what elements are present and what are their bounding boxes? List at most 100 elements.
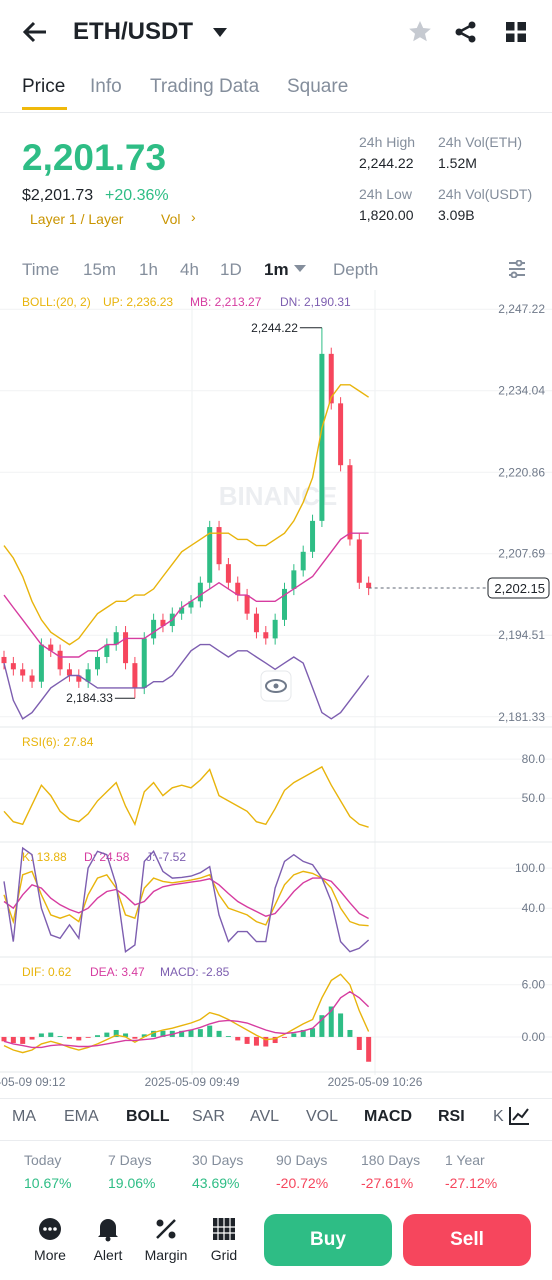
macd-bar — [76, 1036, 82, 1041]
period-label: 90 Days — [276, 1152, 328, 1168]
stat-label: 24h Vol(USDT) — [438, 186, 533, 202]
candle-body — [216, 527, 222, 565]
legend-label: UP: 2,236.23 — [103, 295, 173, 309]
dropdown-icon[interactable] — [294, 265, 306, 273]
favorite-icon[interactable] — [408, 20, 432, 44]
macd-bar — [207, 1025, 213, 1037]
d-line — [3, 877, 369, 920]
grid-icon[interactable] — [212, 1217, 236, 1241]
candle-body — [179, 607, 185, 614]
indicator[interactable]: EMA — [64, 1108, 99, 1125]
candle-body — [141, 638, 147, 688]
macd-bar — [38, 1033, 44, 1037]
interval[interactable]: 1h — [139, 260, 158, 279]
interval[interactable]: 1m — [264, 260, 289, 279]
macd-bar — [328, 1006, 334, 1037]
period-label: Today — [24, 1152, 62, 1168]
indicator[interactable]: BOLL — [126, 1108, 170, 1125]
interval[interactable]: Depth — [333, 260, 379, 279]
macd-bar — [85, 1036, 91, 1038]
back-icon[interactable] — [22, 20, 48, 44]
last-price-label: 2,202.15 — [494, 581, 545, 596]
more-icon[interactable] — [38, 1217, 62, 1241]
margin-icon[interactable] — [154, 1217, 178, 1241]
share-icon[interactable] — [454, 20, 478, 44]
action-label[interactable]: More — [34, 1247, 66, 1263]
candle-body — [300, 551, 306, 571]
action-label[interactable]: Grid — [210, 1247, 238, 1263]
dea-line — [3, 990, 370, 1049]
candle-body — [272, 619, 278, 639]
y-tick-label: 2,234.04 — [498, 384, 545, 398]
macd-bar — [104, 1032, 110, 1037]
interval[interactable]: 4h — [180, 260, 199, 279]
buy-button[interactable]: Buy — [264, 1214, 392, 1266]
interval[interactable]: Time — [22, 260, 60, 279]
macd-bar — [216, 1030, 222, 1037]
layout-icon[interactable] — [506, 22, 526, 42]
interval[interactable]: 15m — [83, 260, 117, 279]
legend-label: MACD: -2.85 — [160, 965, 230, 979]
divider — [0, 112, 552, 113]
macd-bar — [300, 1029, 306, 1037]
macd-bar — [29, 1036, 35, 1040]
visibility-toggle[interactable] — [260, 670, 292, 702]
indicator[interactable]: AVL — [250, 1108, 280, 1125]
action-label[interactable]: Margin — [144, 1247, 188, 1263]
indicator[interactable]: MA — [12, 1108, 36, 1125]
interval[interactable]: 1D — [220, 260, 242, 279]
action-label[interactable]: Alert — [93, 1247, 123, 1263]
macd-bar — [225, 1036, 231, 1037]
legend-label: MB: 2,213.27 — [190, 295, 262, 309]
macd-bar — [48, 1032, 54, 1037]
candle-body — [338, 403, 344, 466]
stat-value: 1,820.00 — [359, 207, 414, 223]
indicator[interactable]: SAR — [192, 1108, 225, 1125]
macd-bar — [253, 1036, 259, 1046]
settings-icon[interactable] — [507, 260, 527, 278]
candle-body — [160, 619, 166, 627]
macd-bar — [356, 1036, 362, 1050]
tab[interactable]: Info — [90, 76, 122, 97]
alert-icon[interactable] — [96, 1216, 120, 1242]
period-change: -20.72% — [276, 1175, 329, 1191]
tag[interactable]: Layer 1 / Layer — [30, 211, 124, 227]
indicator-settings-icon[interactable] — [508, 1106, 530, 1126]
dropdown-icon[interactable] — [212, 27, 228, 39]
tag[interactable]: Vol — [161, 211, 181, 227]
macd-bar — [291, 1033, 297, 1037]
legend-label: DN: 2,190.31 — [280, 295, 351, 309]
divider — [0, 1098, 552, 1099]
y-tick-label: 6.00 — [522, 978, 546, 992]
candle-body — [282, 588, 287, 620]
k-line — [3, 870, 369, 927]
macd-bar — [310, 1028, 316, 1037]
candle-body — [38, 644, 44, 682]
last-price: 2,201.73 — [22, 137, 167, 178]
period-label: 180 Days — [361, 1152, 421, 1168]
indicator[interactable]: MACD — [364, 1108, 412, 1125]
candle-body — [291, 570, 297, 589]
indicator[interactable]: K — [493, 1108, 504, 1125]
y-tick-label: 0.00 — [522, 1030, 546, 1044]
x-tick-label: 2025-05-09 10:26 — [328, 1075, 423, 1089]
eye — [265, 679, 287, 693]
tab[interactable]: Square — [287, 76, 349, 97]
macd-bar — [197, 1029, 203, 1037]
macd-bar — [160, 1030, 166, 1037]
sell-button[interactable]: Sell — [403, 1214, 531, 1266]
pair-title[interactable]: ETH/USDT — [73, 18, 193, 45]
legend-label: DIF: 0.62 — [22, 965, 72, 979]
candle-body — [253, 613, 259, 633]
macd-bar — [366, 1036, 372, 1062]
x-tick-label: 5-05-09 09:12 — [0, 1075, 66, 1089]
tab[interactable]: Trading Data — [150, 76, 260, 97]
macd-bar — [1, 1036, 7, 1042]
period-change: 43.69% — [192, 1175, 240, 1191]
indicator[interactable]: RSI — [438, 1108, 465, 1125]
chart[interactable]: BINANCE 2,247.22 2,234.04 2,220.86 2,207.69 2… — [0, 290, 552, 1100]
candle-body — [57, 650, 63, 670]
indicator[interactable]: VOL — [306, 1108, 339, 1125]
tab[interactable]: Price — [22, 76, 66, 97]
macd-bar — [235, 1036, 241, 1041]
